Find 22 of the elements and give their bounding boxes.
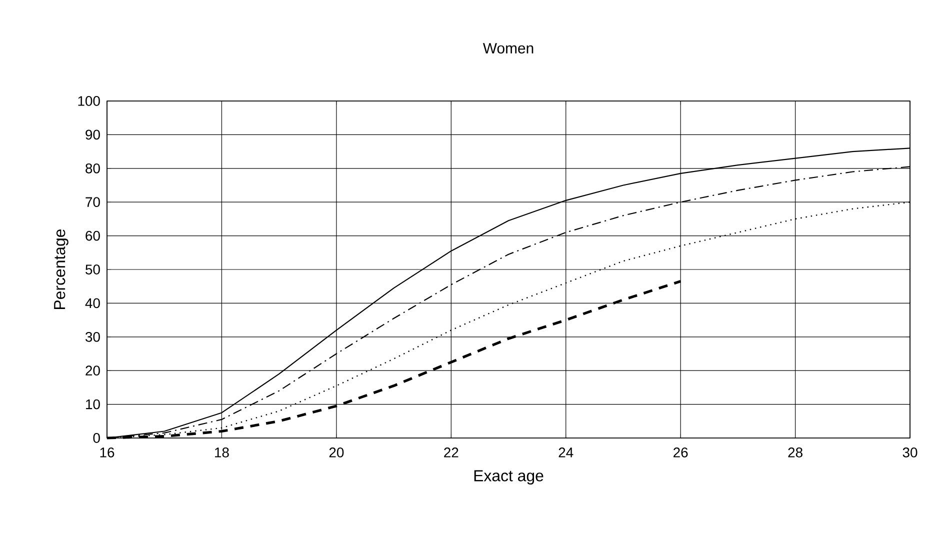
y-tick-label: 60 [86, 230, 100, 241]
x-tick-label: 22 [444, 448, 458, 458]
y-tick-label: 40 [85, 298, 100, 308]
y-tick-label: 100 [78, 96, 100, 106]
y-tick-label: 30 [85, 332, 100, 342]
y-tick-label: 20 [86, 366, 100, 376]
x-tick-label: 16 [100, 448, 114, 458]
y-tick-label: 0 [93, 433, 100, 443]
chart-title: Women [482, 43, 534, 54]
y-axis-title: Percentage [54, 229, 68, 309]
x-tick-label: 18 [215, 448, 229, 458]
x-axis-title: Exact age [474, 470, 544, 485]
y-tick-label: 70 [86, 197, 100, 208]
x-tick-label: 26 [674, 448, 688, 458]
x-tick-label: 20 [329, 448, 344, 458]
y-tick-label: 10 [86, 399, 100, 410]
x-tick-label: 30 [902, 448, 918, 458]
y-tick-label: 80 [86, 163, 100, 174]
y-tick-label: 50 [86, 264, 100, 274]
y-tick-label: 90 [86, 130, 100, 140]
x-tick-label: 24 [558, 448, 574, 458]
x-tick-label: 28 [788, 448, 802, 458]
